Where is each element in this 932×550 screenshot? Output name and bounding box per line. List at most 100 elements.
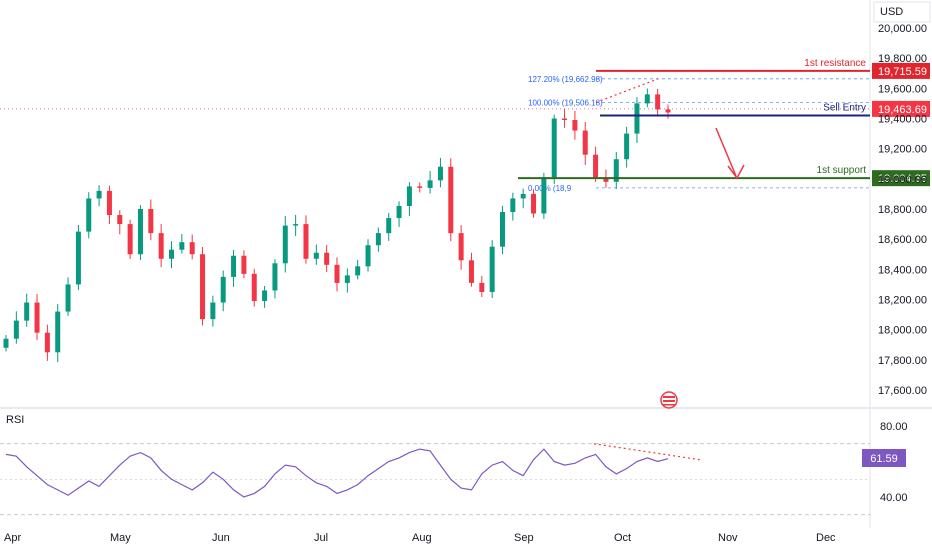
price-tick-label: 17,600.00	[878, 385, 927, 397]
price-tick-label: 17,800.00	[878, 355, 927, 367]
candle-body	[3, 338, 9, 348]
rsi-line	[5, 448, 669, 498]
candle-body	[324, 252, 330, 265]
time-tick-label: May	[110, 532, 131, 544]
candle-body	[665, 109, 671, 113]
candle-body	[562, 118, 568, 121]
rsi-panel: 80.00 40.00	[0, 421, 908, 516]
candle-body	[448, 166, 454, 234]
price-tick-label: 19,000.00	[878, 174, 927, 186]
rsi-value-badge	[862, 449, 906, 467]
candle-body	[396, 205, 402, 219]
candle-body	[386, 218, 392, 234]
candle-body	[137, 209, 143, 255]
candle-body	[200, 254, 206, 320]
down-arrow-shaft	[715, 127, 737, 177]
price-tick-label: 19,600.00	[878, 83, 927, 95]
candle-body	[34, 302, 40, 333]
price-tick-label: 18,400.00	[878, 264, 927, 276]
candle-body	[603, 177, 609, 182]
candle-body	[262, 290, 268, 302]
price-tick-label: 18,000.00	[878, 325, 927, 337]
candle-body	[458, 233, 464, 261]
candle-body	[293, 224, 299, 226]
rsi-axis-label: 80.00	[880, 421, 908, 433]
candle-body	[106, 190, 112, 216]
fibonacci-levels: 127.20% (19,662.98) 100.00% (19,506.18) 0.…	[0, 75, 870, 193]
us-flag-icon[interactable]	[660, 391, 678, 409]
annotations	[715, 127, 745, 180]
price-tick-label: 18,800.00	[878, 204, 927, 216]
price-tick-label: 18,200.00	[878, 295, 927, 307]
candle-body	[355, 266, 361, 276]
level-label: 1st support	[817, 165, 867, 176]
candle-body	[489, 246, 495, 292]
candle-body	[96, 190, 102, 199]
candle-body	[86, 198, 92, 232]
current-price-text: 19,463.69	[878, 104, 927, 116]
time-tick-label: Sep	[514, 532, 534, 544]
fib-label: 0.00% (18,9	[528, 184, 572, 193]
rsi-divergence-line	[593, 443, 701, 461]
candle-body	[551, 118, 557, 178]
fib-label: 127.20% (19,662.98)	[528, 75, 603, 84]
current-price-badge	[872, 100, 930, 117]
candle-body	[510, 198, 516, 213]
candle-body	[13, 320, 19, 339]
candle-body	[210, 302, 216, 320]
candle-body	[613, 159, 619, 182]
candle-body	[531, 193, 537, 214]
level-price-badge	[872, 62, 930, 79]
candle-body	[500, 212, 505, 247]
candle-body	[520, 193, 526, 199]
axes: 17,600.00 17,800.00 18,000.00 18,200.00 18,4…	[4, 23, 927, 544]
candle-body	[406, 186, 412, 206]
price-tick-label: 19,200.00	[878, 144, 927, 156]
rsi-axis-label: 40.00	[880, 492, 908, 504]
candle-body	[365, 245, 371, 267]
candle-body	[417, 186, 423, 188]
price-tick-label: 18,600.00	[878, 234, 927, 246]
candle-body	[127, 224, 133, 255]
candle-body	[479, 282, 485, 292]
fib-trend-line	[595, 78, 659, 104]
candle-body	[44, 332, 50, 353]
grid	[0, 0, 932, 528]
time-tick-label: Aug	[412, 532, 432, 544]
candle-body	[117, 215, 123, 225]
candle-body	[303, 224, 309, 259]
candle-body	[541, 177, 547, 214]
candles	[3, 88, 671, 363]
candle-body	[220, 276, 226, 303]
candle-body	[437, 166, 443, 181]
currency-label[interactable]: USD	[880, 6, 903, 18]
time-tick-label: Jun	[212, 532, 230, 544]
candle-body	[593, 154, 599, 178]
level-price-text: 19,715.59	[878, 66, 927, 78]
price-tick-label: 19,800.00	[878, 53, 927, 65]
candle-body	[65, 284, 71, 312]
time-tick-label: Dec	[816, 532, 836, 544]
level-price-badge	[872, 170, 930, 187]
candle-body	[334, 264, 340, 283]
candle-body	[189, 242, 195, 255]
candle-body	[468, 260, 474, 283]
level-label: Sell Entry	[823, 102, 866, 113]
candle-body	[148, 209, 154, 234]
candle-body	[344, 275, 350, 283]
down-arrow-head	[727, 164, 745, 180]
time-tick-label: Jul	[314, 532, 328, 544]
candle-body	[241, 255, 247, 274]
candle-body	[572, 120, 578, 131]
candle-body	[644, 94, 650, 104]
candle-body	[427, 180, 433, 188]
candle-body	[313, 252, 319, 259]
candle-body	[624, 133, 630, 160]
candle-body	[158, 233, 164, 259]
price-tick-label: 20,000.00	[878, 23, 927, 35]
price-tick-label: 19,400.00	[878, 114, 927, 126]
candle-body	[282, 225, 288, 264]
time-tick-label: Nov	[718, 532, 738, 544]
candle-body	[24, 302, 30, 321]
